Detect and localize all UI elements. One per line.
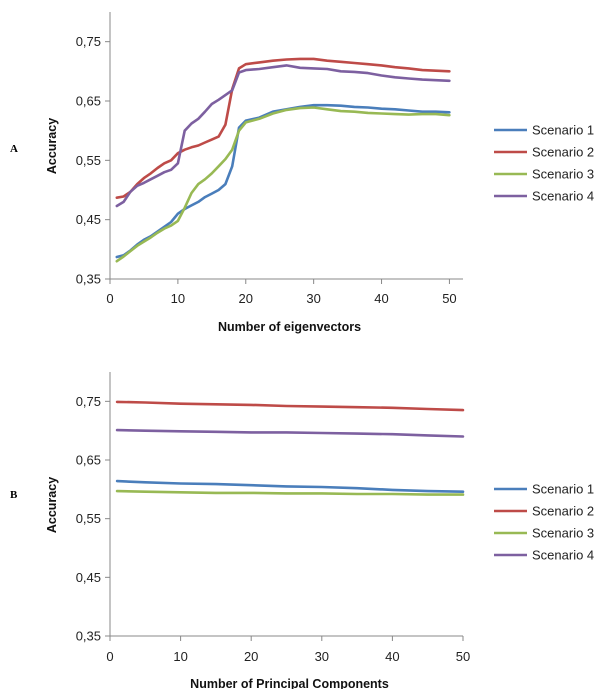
legend-label: Scenario 3 (532, 167, 594, 182)
y-tick-label: 0,35 (76, 272, 101, 287)
legend-label: Scenario 4 (532, 189, 594, 204)
legend-label: Scenario 4 (532, 548, 594, 563)
legend-label: Scenario 1 (532, 482, 594, 497)
legend-label: Scenario 2 (532, 145, 594, 160)
chart-panel-b: B 0,35 0,45 0,55 0,65 0,75 0 10 20 30 40 50 Number o… (10, 372, 594, 689)
series-line-scenario-3 (115, 489, 465, 496)
x-tick-label: 50 (456, 649, 470, 664)
x-tick-label: 30 (315, 649, 329, 664)
x-tick-label: 0 (106, 649, 113, 664)
series-line-scenario-4 (115, 428, 465, 438)
legend-label: Scenario 3 (532, 526, 594, 541)
x-axis-title: Number of eigenvectors (218, 320, 361, 334)
x-axis-title: Number of Principal Components (190, 677, 389, 689)
y-tick-label: 0,75 (76, 34, 101, 49)
y-tick-label: 0,65 (76, 453, 101, 468)
x-tick-label: 40 (385, 649, 399, 664)
x-tick-label: 0 (106, 291, 113, 306)
x-tick-label: 20 (244, 649, 258, 664)
x-tick-label: 10 (171, 291, 185, 306)
x-tick-label: 40 (374, 291, 388, 306)
series-line-scenario-3 (115, 106, 451, 263)
y-axis-title: Accuracy (45, 477, 59, 533)
series-line-scenario-1 (115, 103, 451, 259)
legend: Scenario 1 Scenario 2 Scenario 3 Scenario 4 (494, 123, 594, 204)
y-tick-label: 0,55 (76, 511, 101, 526)
x-tick-label: 30 (306, 291, 320, 306)
legend-label: Scenario 1 (532, 123, 594, 138)
panel-label: B (10, 489, 18, 501)
x-tick-label: 50 (442, 291, 456, 306)
series-line-scenario-1 (115, 479, 465, 494)
legend-label: Scenario 2 (532, 504, 594, 519)
y-tick-label: 0,45 (76, 212, 101, 227)
series-line-scenario-4 (115, 64, 451, 208)
y-tick-label: 0,45 (76, 570, 101, 585)
y-tick-label: 0,75 (76, 394, 101, 409)
series-line-scenario-2 (115, 400, 465, 412)
x-tick-label: 20 (239, 291, 253, 306)
chart-panel-a: A 0,35 0,45 0,55 0,65 0,75 0 10 20 30 40 50 Number o… (10, 12, 594, 334)
y-tick-label: 0,35 (76, 629, 101, 644)
x-tick-label: 10 (173, 649, 187, 664)
series-line-scenario-2 (115, 57, 451, 199)
y-tick-label: 0,55 (76, 153, 101, 168)
panel-label: A (10, 143, 18, 155)
legend: Scenario 1 Scenario 2 Scenario 3 Scenario 4 (494, 482, 594, 563)
y-axis-title: Accuracy (45, 118, 59, 174)
y-tick-label: 0,65 (76, 94, 101, 109)
